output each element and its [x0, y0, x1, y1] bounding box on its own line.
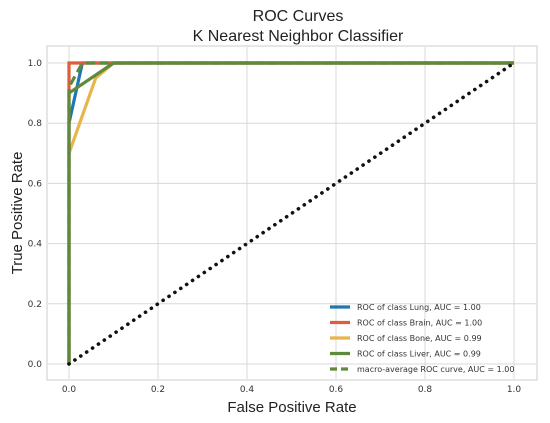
x-tick-label: 0.8 — [418, 385, 433, 395]
legend-label-4: ROC of class Liver, AUC = 0.99 — [357, 350, 481, 359]
chance-diagonal-line — [67, 61, 516, 366]
x-tick-label: 0.6 — [329, 385, 344, 395]
roc-curve-series-5 — [67, 61, 514, 364]
chart-subtitle: K Nearest Neighbor Classifier — [193, 28, 404, 45]
legend-label-1: ROC of class Lung, AUC = 1.00 — [357, 303, 481, 312]
x-tick-label: 0.4 — [240, 385, 255, 395]
series-layer — [67, 61, 516, 366]
legend: ROC of class Lung, AUC = 1.00 ROC of clas… — [330, 303, 514, 374]
y-tick-label: 0.0 — [28, 360, 43, 370]
y-tick-label: 0.2 — [28, 300, 42, 310]
legend-label-5: macro-average ROC curve, AUC = 1.00 — [357, 365, 514, 374]
x-tick-label: 0.0 — [62, 385, 77, 395]
y-tick-label: 0.4 — [28, 240, 43, 250]
y-tick-label: 0.8 — [28, 119, 43, 129]
tick-labels: 0.0 0.2 0.4 0.6 0.8 1.0 0.0 0.2 0.4 0.6 0.8 1.0 — [28, 59, 522, 395]
x-tick-label: 0.2 — [151, 385, 165, 395]
y-tick-label: 0.6 — [28, 179, 43, 189]
chart-title: ROC Curves — [253, 8, 344, 25]
y-tick-label: 1.0 — [28, 59, 43, 69]
legend-label-3: ROC of class Bone, AUC = 0.99 — [357, 334, 482, 343]
y-axis-label: True Positive Rate — [9, 152, 26, 275]
x-axis-label: False Positive Rate — [227, 399, 356, 416]
x-tick-label: 1.0 — [507, 385, 522, 395]
legend-label-2: ROC of class Brain, AUC = 1.00 — [357, 319, 482, 328]
